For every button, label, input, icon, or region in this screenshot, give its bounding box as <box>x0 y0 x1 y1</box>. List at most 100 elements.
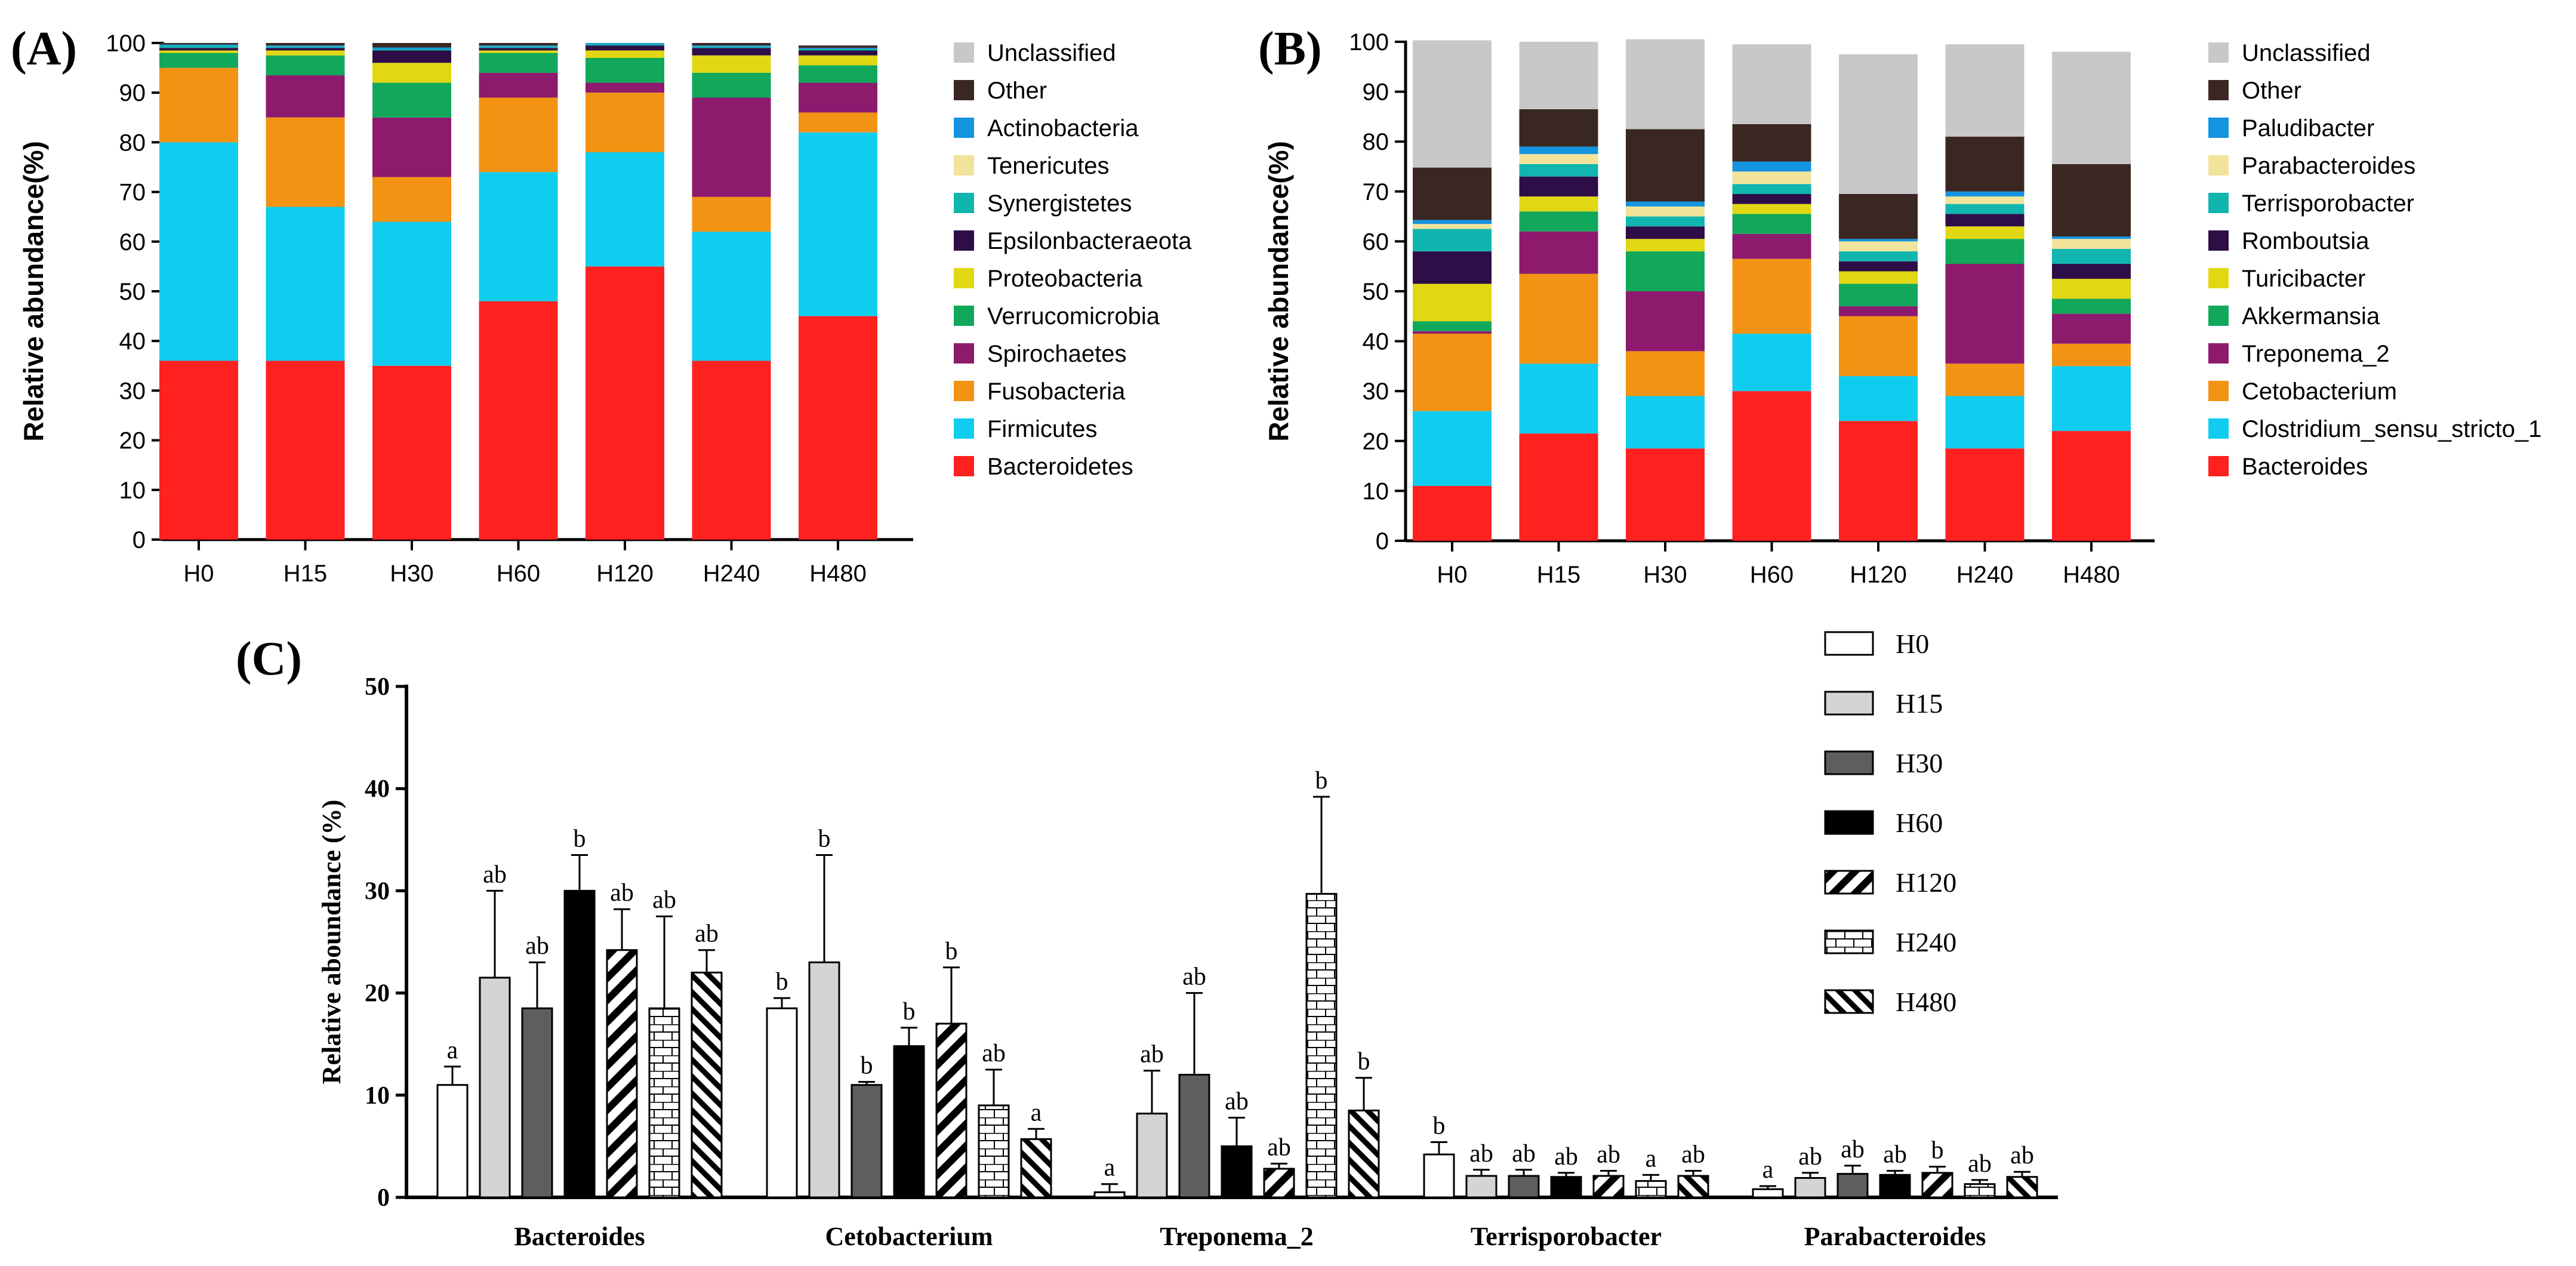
x-tick-label: H480 <box>2063 562 2120 588</box>
legend-label: Spirochaetes <box>987 341 1126 367</box>
bar-segment <box>372 221 451 366</box>
significance-letter: ab <box>525 932 549 960</box>
legend-swatch <box>2208 381 2229 401</box>
bar-segment <box>1945 196 2025 204</box>
significance-letter: ab <box>652 886 676 914</box>
significance-letter: ab <box>1225 1088 1249 1115</box>
y-axis-title: Relative abundance(%) <box>1263 141 1294 442</box>
bar-segment <box>1732 161 1811 172</box>
y-tick-label: 40 <box>119 328 146 355</box>
bar-segment <box>266 46 345 48</box>
x-tick-label: Parabacteroides <box>1804 1222 1986 1251</box>
legend-swatch <box>2208 418 2229 439</box>
legend-label: Bacteroidetes <box>987 454 1133 480</box>
legend-label: Proteobacteria <box>987 266 1143 292</box>
bar-segment <box>266 50 345 56</box>
bar-segment <box>1945 44 2025 137</box>
x-tick-label: Treponema_2 <box>1160 1222 1313 1251</box>
bar-segment <box>1626 201 1705 207</box>
bar-segment <box>2052 239 2131 249</box>
bar-segment <box>1732 124 1811 162</box>
bar <box>851 1084 883 1199</box>
bar-segment <box>799 316 877 540</box>
bar-segment <box>1413 321 1492 331</box>
bar-segment <box>692 72 771 98</box>
significance-letter: ab <box>1968 1150 1992 1178</box>
legend-label: Actinobacteria <box>987 115 1139 141</box>
bar-segment <box>692 97 771 197</box>
bar-segment <box>1839 251 1918 261</box>
bar <box>1677 1175 1709 1199</box>
bar-segment <box>799 48 877 49</box>
legend-label: H0 <box>1896 629 1929 659</box>
bar-segment <box>266 43 345 46</box>
y-tick-label: 20 <box>1363 429 1389 455</box>
significance-letter: ab <box>2010 1142 2034 1169</box>
bar-segment <box>692 55 771 73</box>
legend-swatch <box>2208 193 2229 213</box>
y-tick-label: 60 <box>119 229 146 255</box>
bar-segment <box>799 55 877 66</box>
bar <box>1221 1145 1253 1199</box>
bar-segment <box>1626 291 1705 352</box>
bar-segment <box>1732 391 1811 541</box>
legend-label: Parabacteroides <box>2242 153 2415 179</box>
significance-letter: ab <box>1841 1136 1865 1163</box>
bar <box>1263 1168 1295 1199</box>
legend-swatch <box>2208 343 2229 364</box>
legend-label: Epsilonbacteraeota <box>987 228 1192 254</box>
legend-swatch <box>954 230 974 251</box>
bar-segment <box>692 48 771 56</box>
bar-segment <box>1626 351 1705 396</box>
significance-letter: ab <box>1512 1140 1536 1168</box>
y-tick-label: 100 <box>1349 29 1389 56</box>
bar-segment <box>2052 279 2131 299</box>
bar-segment <box>1945 448 2025 541</box>
bar-segment <box>586 93 664 153</box>
bar-segment <box>1945 226 2025 239</box>
x-tick-label: H30 <box>1643 562 1687 588</box>
bar <box>1093 1191 1126 1199</box>
x-tick-label: H0 <box>1437 562 1467 588</box>
legend-label: Fusobacteria <box>987 378 1126 405</box>
bar-segment <box>159 53 238 68</box>
bar <box>1592 1175 1625 1199</box>
y-tick-label: 50 <box>365 673 390 701</box>
bar-segment <box>159 43 238 45</box>
panel-a-label: (A) <box>11 23 77 75</box>
legend-swatch <box>1824 691 1874 716</box>
bar-segment <box>1413 229 1492 252</box>
bar-segment <box>692 45 771 47</box>
bar-segment <box>479 53 558 73</box>
legend-label: H30 <box>1896 748 1943 778</box>
bar-segment <box>586 266 664 540</box>
bar-segment <box>1519 433 1598 541</box>
bar <box>436 1084 469 1199</box>
bar-segment <box>479 72 558 98</box>
legend-label: Unclassified <box>987 40 1116 66</box>
bar-segment <box>2052 236 2131 239</box>
bar-segment <box>799 45 877 48</box>
significance-letter: ab <box>1681 1141 1705 1168</box>
significance-letter: b <box>1433 1113 1446 1140</box>
bar-segment <box>1732 214 1811 234</box>
significance-letter: ab <box>483 861 507 888</box>
legend-label: H60 <box>1896 808 1943 838</box>
bar-segment <box>2052 264 2131 279</box>
bar-segment <box>586 50 664 58</box>
bar-segment <box>1732 193 1811 204</box>
legend-swatch <box>2208 306 2229 326</box>
bar-segment <box>586 44 664 46</box>
legend-label: H240 <box>1896 927 1956 957</box>
bar <box>935 1022 967 1199</box>
bar-segment <box>1519 146 1598 155</box>
bar <box>766 1007 798 1199</box>
bar-segment <box>692 232 771 361</box>
legend-swatch <box>954 381 974 401</box>
legend-swatch <box>954 42 974 63</box>
y-tick-label: 80 <box>119 130 146 156</box>
bar-segment <box>1626 239 1705 252</box>
bar-segment <box>372 82 451 118</box>
